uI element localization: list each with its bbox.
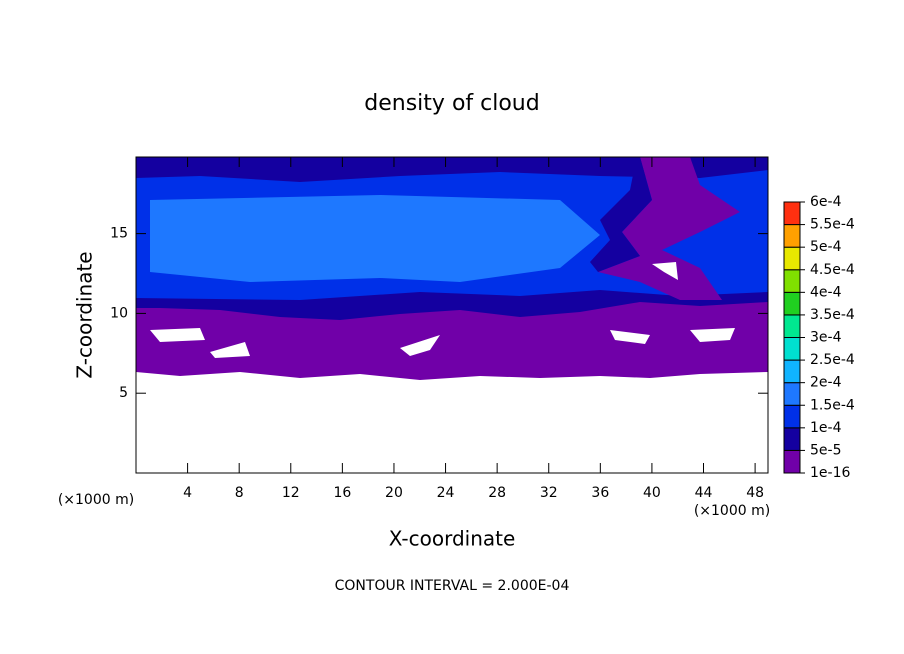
contour-field [136, 157, 768, 380]
colorbar-box [783, 449, 801, 474]
x-tick-label: 16 [333, 485, 351, 501]
contour-region [136, 300, 768, 380]
y-tick-label: 10 [110, 305, 128, 321]
colorbar-box [783, 246, 801, 271]
x-tick-label: 24 [437, 485, 455, 501]
colorbar-box [783, 224, 801, 248]
x-tick-label: 40 [643, 485, 661, 501]
contour-region [690, 328, 735, 342]
plot-frame [135, 156, 769, 474]
contour-region [136, 157, 768, 182]
chart-title: density of cloud [364, 91, 539, 116]
x-tick-label: 44 [695, 485, 713, 501]
x-tick-label: 48 [746, 485, 764, 501]
colorbar-box [783, 201, 801, 226]
contour-region [652, 262, 678, 280]
colorbar-label: 1.5e-4 [810, 397, 855, 413]
contour-region [590, 157, 652, 272]
y-tick-label: 15 [110, 226, 128, 242]
contour-region [400, 335, 440, 356]
x-tick-label: 12 [282, 485, 300, 501]
colorbar-label: 1e-4 [810, 420, 842, 436]
colorbar-label: 5.5e-4 [810, 217, 855, 233]
y-unit: (×1000 m) [58, 492, 134, 508]
x-tick-label: 20 [385, 485, 403, 501]
y-tick-label: 5 [119, 385, 128, 401]
colorbar-label: 2.5e-4 [810, 352, 855, 368]
colorbar-box [783, 427, 801, 451]
contour-region [150, 195, 600, 282]
colorbar-box [783, 291, 801, 316]
x-tick-label: 4 [183, 485, 192, 501]
contour-region [610, 330, 650, 344]
colorbar-label: 5e-5 [810, 442, 841, 458]
x-unit: (×1000 m) [694, 503, 770, 519]
colorbar-label: 1e-16 [810, 465, 850, 481]
colorbar-box [783, 269, 801, 293]
colorbar-label: 3e-4 [810, 330, 842, 346]
colorbar-box [783, 337, 801, 361]
x-tick-label: 32 [540, 485, 558, 501]
contour-region [136, 290, 768, 320]
x-tick-label: 36 [591, 485, 609, 501]
colorbar-label: 4.5e-4 [810, 262, 855, 278]
y-axis-label: Z-coordinate [73, 251, 97, 378]
colorbar-label: 2e-4 [810, 375, 842, 391]
colorbar-box [783, 382, 801, 406]
contour-region [210, 342, 250, 358]
x-axis-label: X-coordinate [389, 527, 516, 551]
colorbar-label: 6e-4 [810, 194, 842, 210]
colorbar-box [783, 314, 801, 338]
colorbar-box [783, 404, 801, 429]
x-tick-label: 8 [235, 485, 244, 501]
x-tick-label: 28 [488, 485, 506, 501]
colorbar-label: 3.5e-4 [810, 307, 855, 323]
colorbar-label: 5e-4 [810, 239, 842, 255]
colorbar-box [783, 359, 801, 384]
contour-region [598, 157, 740, 300]
colorbar-label: 4e-4 [810, 284, 842, 300]
contour-region [150, 328, 205, 342]
note: CONTOUR INTERVAL = 2.000E-04 [335, 578, 570, 594]
